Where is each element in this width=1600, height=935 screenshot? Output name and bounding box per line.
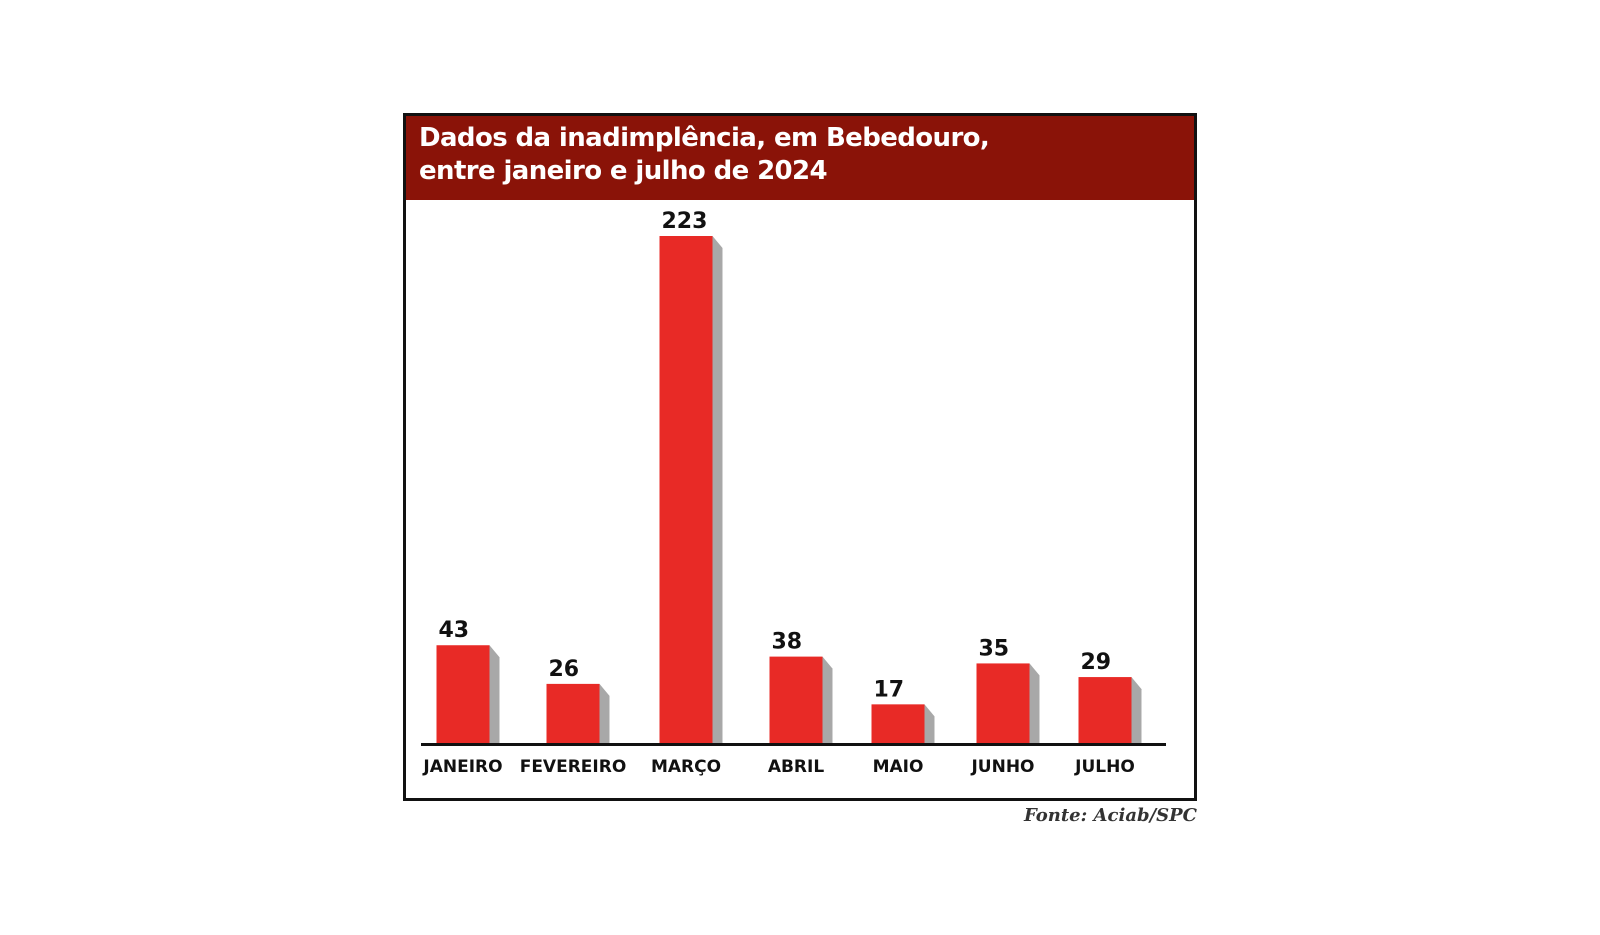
bar-março: [659, 236, 713, 743]
bar-shadow: [712, 236, 723, 743]
data-label: 29: [1081, 650, 1112, 675]
bar-abril: [769, 656, 823, 743]
bar-janeiro: [436, 645, 490, 743]
bar-shadow: [1131, 677, 1142, 743]
data-label: 17: [874, 677, 905, 702]
chart-title-bar: Dados da inadimplência, em Bebedouro, en…: [406, 116, 1194, 200]
bar-shadow: [822, 656, 833, 743]
data-label: 38: [772, 630, 803, 655]
x-tick-label: FEVEREIRO: [520, 757, 627, 777]
source-note: Fonte: Aciab/SPC: [1023, 805, 1197, 826]
bar-maio: [871, 704, 925, 743]
chart-frame: Dados da inadimplência, em Bebedouro, en…: [403, 113, 1197, 801]
x-tick-label: JANEIRO: [422, 757, 502, 777]
bar-shadow: [924, 704, 935, 743]
x-tick-label: MARÇO: [651, 757, 721, 777]
chart-title-line-1: Dados da inadimplência, em Bebedouro,: [419, 123, 990, 153]
data-label: 43: [439, 618, 470, 643]
chart-title-line-2: entre janeiro e julho de 2024: [419, 156, 828, 186]
bar-shadow: [489, 645, 500, 743]
data-label: 26: [549, 657, 580, 682]
bar-julho: [1078, 677, 1132, 743]
x-tick-label: JULHO: [1074, 757, 1135, 777]
bar-chart-plot: 43 JANEIRO 26 FEVEREIRO 223 MARÇO 38 ABRIL 17 MAI…: [421, 209, 1166, 777]
x-tick-label: ABRIL: [768, 757, 825, 777]
bar-shadow: [599, 683, 610, 743]
bar-fevereiro: [546, 683, 600, 743]
x-tick-label: MAIO: [873, 757, 924, 777]
bar-junho: [976, 663, 1030, 743]
data-label: 35: [979, 636, 1010, 661]
bar-shadow: [1029, 663, 1040, 743]
x-tick-label: JUNHO: [970, 757, 1034, 777]
data-label: 223: [662, 209, 708, 234]
